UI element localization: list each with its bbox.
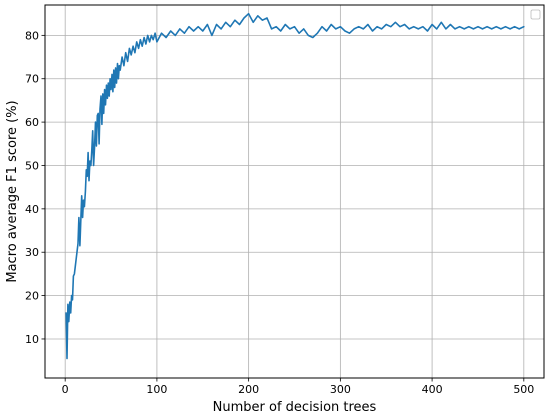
y-tick-label: 40 xyxy=(25,203,39,216)
x-tick-label: 400 xyxy=(422,383,443,396)
x-tick-label: 300 xyxy=(330,383,351,396)
plot-area-background xyxy=(45,5,544,378)
axis-ticks: 0 100 200 300 400 500 10 20 30 40 50 60 70 80 xyxy=(25,29,534,396)
y-tick-label: 10 xyxy=(25,333,39,346)
x-tick-label: 0 xyxy=(62,383,69,396)
series-layer xyxy=(65,12,525,360)
y-tick-label: 20 xyxy=(25,290,39,303)
y-tick-label: 50 xyxy=(25,159,39,172)
plot-frame xyxy=(44,4,545,379)
y-tick-label: 80 xyxy=(25,29,39,42)
f1-score-line xyxy=(65,12,525,360)
x-tick-label: 500 xyxy=(513,383,534,396)
y-tick-label: 30 xyxy=(25,246,39,259)
grid-lines xyxy=(45,5,544,378)
y-tick-label: 60 xyxy=(25,116,39,129)
x-axis-label: Number of decision trees xyxy=(213,400,377,415)
x-tick-label: 200 xyxy=(238,383,259,396)
y-tick-label: 70 xyxy=(25,73,39,86)
legend-box xyxy=(530,9,541,20)
y-axis-label: Macro average F1 score (%) xyxy=(5,100,20,282)
x-tick-label: 100 xyxy=(146,383,167,396)
